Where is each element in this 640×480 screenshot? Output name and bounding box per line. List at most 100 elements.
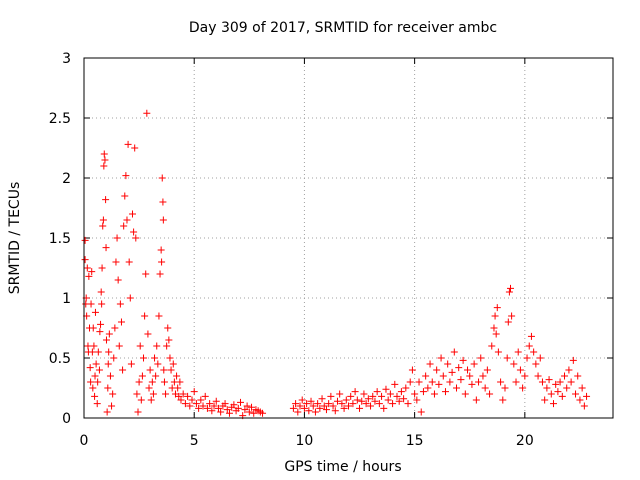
data-point — [325, 400, 333, 408]
data-point — [212, 397, 220, 405]
data-point — [386, 390, 394, 398]
data-point — [201, 392, 209, 400]
data-point — [322, 406, 330, 414]
data-point — [131, 144, 139, 152]
data-point — [85, 272, 93, 280]
data-point — [406, 378, 414, 386]
data-point — [103, 408, 111, 416]
data-point — [97, 288, 105, 296]
data-point — [507, 284, 515, 292]
data-point — [230, 401, 238, 409]
data-point — [155, 312, 163, 320]
data-point — [110, 354, 118, 362]
data-point — [353, 396, 361, 404]
y-tick-label: 0 — [62, 411, 71, 427]
data-point — [123, 216, 131, 224]
tick-labels: 0 5 10 15 20 0 0.5 1 1.5 2 2.5 3 — [49, 51, 534, 449]
data-point — [572, 390, 580, 398]
data-point — [492, 330, 500, 338]
data-point — [441, 388, 449, 396]
data-point — [327, 392, 335, 400]
data-point — [165, 336, 173, 344]
data-point — [558, 392, 566, 400]
data-point — [106, 372, 114, 380]
data-point — [382, 385, 390, 393]
data-point — [472, 396, 480, 404]
x-tick-label: 5 — [190, 433, 199, 449]
data-point — [89, 324, 97, 332]
data-point — [128, 210, 136, 218]
data-point — [175, 392, 183, 400]
data-point — [152, 372, 160, 380]
data-point — [523, 354, 531, 362]
data-point — [490, 324, 498, 332]
data-point — [91, 372, 99, 380]
x-axis-label: GPS time / hours — [284, 459, 401, 475]
data-point — [578, 384, 586, 392]
data-point — [140, 354, 148, 362]
data-point — [521, 372, 529, 380]
y-axis-label: SRMTID / TECUs — [7, 182, 23, 295]
data-point — [259, 409, 267, 417]
data-point — [565, 366, 573, 374]
data-point — [192, 400, 200, 408]
data-point — [519, 384, 527, 392]
data-point — [364, 395, 372, 403]
data-point — [221, 400, 229, 408]
data-point — [430, 390, 438, 398]
data-point — [466, 372, 474, 380]
data-point — [94, 348, 102, 356]
data-point — [158, 258, 166, 266]
data-point — [174, 384, 182, 392]
data-point — [102, 196, 110, 204]
data-point — [86, 364, 94, 372]
data-point — [81, 256, 89, 264]
data-point — [188, 396, 196, 404]
data-point — [122, 172, 130, 180]
data-point — [100, 162, 108, 170]
data-point — [367, 402, 375, 410]
data-point — [444, 360, 452, 368]
data-point — [164, 324, 172, 332]
data-point — [501, 384, 509, 392]
data-point — [508, 312, 516, 320]
data-point — [470, 360, 478, 368]
data-point — [375, 400, 383, 408]
data-point — [151, 354, 159, 362]
data-point — [298, 396, 306, 404]
data-point — [389, 400, 397, 408]
data-point — [132, 234, 140, 242]
x-tick-label: 15 — [406, 433, 424, 449]
data-point — [428, 378, 436, 386]
data-point — [497, 378, 505, 386]
data-point — [225, 409, 233, 417]
data-point — [89, 384, 97, 392]
data-point — [433, 366, 441, 374]
data-point — [413, 396, 421, 404]
data-point — [156, 270, 164, 278]
data-point — [583, 392, 591, 400]
data-point — [569, 356, 577, 364]
data-point — [362, 400, 370, 408]
x-tick-label: 0 — [80, 433, 89, 449]
data-point — [120, 222, 128, 230]
data-point — [402, 384, 410, 392]
data-point — [468, 380, 476, 388]
data-point — [494, 348, 502, 356]
data-point — [186, 402, 194, 410]
data-point — [203, 404, 211, 412]
data-point — [195, 404, 203, 412]
y-tick-label: 1.5 — [49, 231, 71, 247]
data-point — [455, 364, 463, 372]
data-point — [208, 407, 216, 415]
data-point — [87, 378, 95, 386]
data-point — [100, 150, 108, 158]
data-point — [510, 360, 518, 368]
data-point — [493, 304, 501, 312]
data-point — [296, 402, 304, 410]
data-point — [104, 360, 112, 368]
data-point — [333, 397, 341, 405]
data-point — [358, 397, 366, 405]
data-point — [512, 378, 520, 386]
